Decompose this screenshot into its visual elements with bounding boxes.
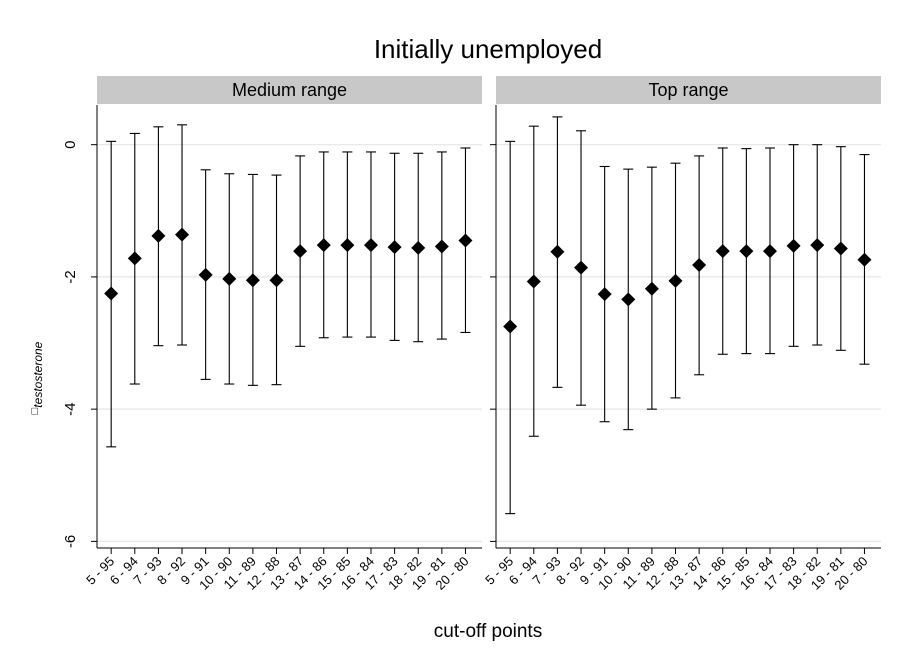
estimate-marker (762, 244, 777, 259)
panel-title: Medium range (232, 80, 347, 100)
y-tick-label: -4 (62, 402, 79, 415)
estimate-marker (175, 227, 190, 242)
estimate-marker (715, 244, 730, 259)
estimate-marker (269, 273, 284, 288)
y-tick-label: 0 (62, 140, 79, 148)
estimate-marker (810, 238, 825, 253)
estimate-marker (574, 260, 589, 275)
panel-title: Top range (648, 80, 728, 100)
estimate-marker (104, 286, 119, 301)
estimate-marker (316, 238, 331, 253)
estimate-marker (786, 238, 801, 253)
y-axis-label: □testosterone (29, 341, 45, 414)
estimate-marker (597, 287, 612, 302)
estimate-marker (127, 251, 142, 266)
y-tick-label: -6 (62, 535, 79, 548)
estimate-marker (434, 239, 449, 254)
estimate-marker (739, 244, 754, 259)
estimate-marker (363, 238, 378, 253)
estimate-marker (857, 252, 872, 267)
estimate-marker (503, 319, 518, 334)
x-axis-label: cut-off points (434, 621, 542, 642)
y-tick-label: -2 (62, 270, 79, 283)
estimate-marker (550, 244, 565, 259)
estimate-marker (833, 241, 848, 256)
estimate-marker (692, 258, 707, 273)
y-axis-label-subscript: testosterone (31, 341, 45, 407)
estimate-marker (387, 240, 402, 255)
estimate-marker (340, 238, 355, 253)
estimate-marker (198, 267, 213, 282)
estimate-marker (151, 228, 166, 243)
estimate-marker (526, 274, 541, 289)
panel-header (496, 76, 881, 104)
estimate-marker (293, 244, 308, 259)
estimate-marker (458, 233, 473, 248)
estimate-marker (411, 240, 426, 255)
panel-header (97, 76, 482, 104)
estimate-marker (644, 281, 659, 296)
chart-title: Initially unemployed (374, 34, 602, 64)
estimate-marker (668, 273, 683, 288)
y-axis-label-symbol: □ (29, 407, 41, 414)
estimate-marker (621, 292, 636, 307)
estimate-marker (222, 271, 237, 286)
estimate-marker (245, 273, 260, 288)
svg-text:□testosterone: □testosterone (29, 341, 45, 414)
